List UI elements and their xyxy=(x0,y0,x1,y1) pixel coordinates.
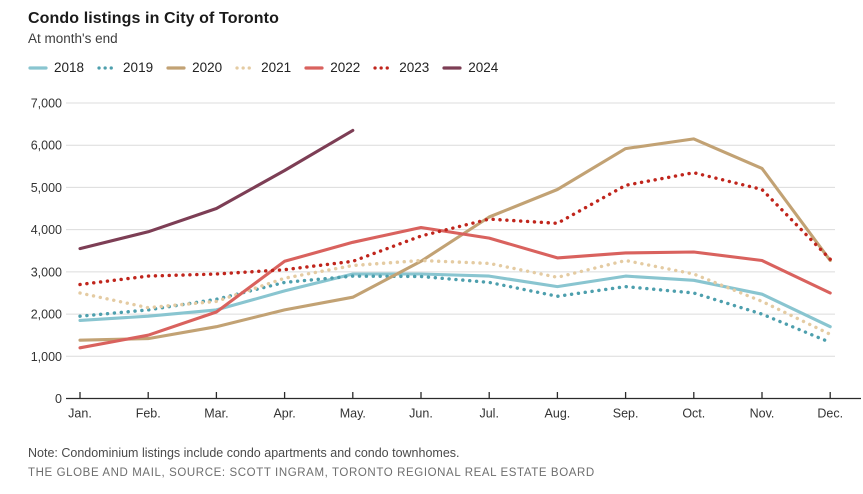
x-tick-label: Nov. xyxy=(750,407,775,421)
chart-title: Condo listings in City of Toronto xyxy=(28,10,279,27)
x-tick-label: Sep. xyxy=(613,407,639,421)
legend-label: 2021 xyxy=(261,60,292,75)
y-tick-label: 3,000 xyxy=(31,265,62,279)
y-tick-label: 2,000 xyxy=(31,308,62,322)
y-tick-label: 7,000 xyxy=(31,97,62,111)
legend-item-2018: 2018 xyxy=(28,60,84,75)
legend-swatch-solid xyxy=(166,65,186,70)
legend-swatch-solid xyxy=(442,65,462,70)
source-credit: THE GLOBE AND MAIL, SOURCE: SCOTT INGRAM… xyxy=(28,467,595,479)
x-tick-label: Dec. xyxy=(817,407,843,421)
x-tick-label: Aug. xyxy=(545,407,571,421)
series-line-2023 xyxy=(78,170,832,287)
series-line-2022 xyxy=(78,225,832,350)
chart-subtitle: At month's end xyxy=(28,31,118,46)
legend-label: 2018 xyxy=(54,60,85,75)
x-tick-label: May. xyxy=(340,407,366,421)
legend-swatch-dotted xyxy=(235,65,255,70)
x-tick-label: Jun. xyxy=(409,407,433,421)
x-tick-label: Oct. xyxy=(682,407,705,421)
legend-item-2020: 2020 xyxy=(166,60,222,75)
x-tick-label: Jan. xyxy=(68,407,92,421)
y-tick-label: 5,000 xyxy=(31,181,62,195)
x-tick-label: Jul. xyxy=(479,407,498,421)
legend-swatch-dotted xyxy=(97,65,117,70)
y-tick-label: 6,000 xyxy=(31,139,62,153)
legend-label: 2019 xyxy=(123,60,154,75)
legend-item-2023: 2023 xyxy=(373,60,429,75)
legend-item-2019: 2019 xyxy=(97,60,153,75)
legend-swatch-dotted xyxy=(373,65,393,70)
x-tick-label: Apr. xyxy=(273,407,295,421)
series-line-2020 xyxy=(78,137,832,342)
legend-label: 2023 xyxy=(399,60,430,75)
footnote: Note: Condominium listings include condo… xyxy=(28,446,460,460)
x-tick-label: Feb. xyxy=(136,407,161,421)
y-tick-label: 1,000 xyxy=(31,350,62,364)
legend-label: 2024 xyxy=(468,60,499,75)
legend-item-2021: 2021 xyxy=(235,60,291,75)
legend-label: 2020 xyxy=(192,60,223,75)
legend-swatch-solid xyxy=(304,65,324,70)
legend-item-2024: 2024 xyxy=(442,60,498,75)
legend-swatch-solid xyxy=(28,65,48,70)
series-line-2019 xyxy=(78,274,832,345)
legend-label: 2022 xyxy=(330,60,361,75)
y-tick-label: 4,000 xyxy=(31,223,62,237)
legend: 2018 2019 2020 2021 2022 2023 2024 xyxy=(28,60,498,75)
series-line-2018 xyxy=(78,272,832,329)
legend-item-2022: 2022 xyxy=(304,60,360,75)
x-tick-label: Mar. xyxy=(204,407,228,421)
y-tick-label: 0 xyxy=(55,392,62,406)
series-line-2024 xyxy=(78,128,355,251)
